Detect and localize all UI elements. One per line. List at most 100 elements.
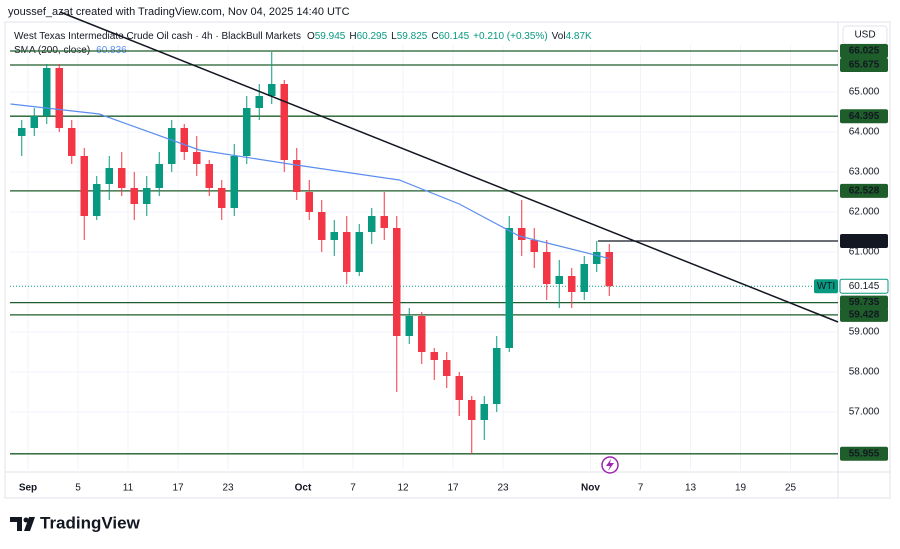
volume-label: Vol [552,31,566,42]
level-label: 61.275 [849,236,880,247]
candle-body [180,128,188,152]
currency[interactable]: USD [854,30,875,41]
candle-body [455,376,463,400]
candle-body [93,184,101,216]
candle-body [568,276,576,292]
brand-logo [10,517,35,531]
candle-body [193,152,201,164]
candle-body [605,252,613,287]
candle-body [368,216,376,232]
y-tick-label: 58.000 [849,367,880,378]
x-tick-label: Sep [19,483,37,494]
field-label: O [307,31,315,42]
candle-body [55,68,63,128]
last-price-name: WTI [817,281,835,292]
level-label-bg [840,109,888,124]
level-label: 66.025 [849,46,880,57]
field-label: L [391,31,397,42]
flash-icon[interactable] [601,456,619,474]
x-tick-label: 5 [75,483,81,494]
candle-body [380,216,388,228]
candle-body [268,84,276,96]
plot [10,45,838,470]
volume-value: 4.87K [566,31,592,42]
candle-body [105,168,113,184]
legend: West Texas Intermediate Crude Oil cash ·… [14,31,592,42]
y-tick-label: 63.000 [849,167,880,178]
y-tick-label: 64.000 [849,127,880,138]
candle-body [18,128,26,136]
candle-body [418,316,426,352]
candle-body [505,228,513,348]
x-tick-label: 13 [685,483,697,494]
y-tick-label: 57.000 [849,407,880,418]
x-tick-label: Nov [581,483,600,494]
brand: TradingView [40,513,141,532]
frame [4,21,891,499]
header: youssef_azat created with TradingView.co… [8,6,350,18]
x-tick-label: 7 [350,483,356,494]
last-price-bg [839,278,889,294]
candle-body [255,96,263,108]
last-price-name-bg [814,279,838,294]
x-tick-label: 17 [447,483,459,494]
x-tick-label: 12 [397,483,409,494]
level-label-bg [840,183,888,198]
candle-body [555,276,563,284]
candle-body [168,128,176,164]
candle-body [355,232,363,272]
x-tick-label: 17 [172,483,184,494]
level-label-bg [840,44,888,58]
level-label: 65.675 [849,60,880,71]
field-value: 60.295 [357,31,388,42]
candle-body [43,68,51,116]
field-value: 59.945 [315,31,346,42]
candle-body [493,348,501,404]
level-label-bg [840,58,888,72]
candle-body [405,316,413,336]
candle-body [480,404,488,420]
x-tick-label: 25 [785,483,797,494]
level-label: 59.735 [849,297,880,308]
candle-body [118,168,126,188]
candle-body [68,128,76,156]
candle-body [318,212,326,240]
y-tick-label: 62.000 [849,207,880,218]
y-tick-label: 65.000 [849,87,880,98]
candle-body [130,188,138,204]
last-price-label: 60.145 [849,281,880,292]
level-label: 62.528 [849,186,880,197]
y-tick-label: 59.000 [849,327,880,338]
x-tick-label: 23 [497,483,509,494]
x-tick-label: 11 [123,483,134,494]
sma-value: 60.836 [96,45,127,56]
candle-body [543,252,551,284]
change: +0.210 (+0.35%) [473,31,548,42]
level-label: 59.428 [849,310,880,321]
level-label: 55.955 [849,448,880,459]
x-tick-label: Oct [295,483,312,494]
x-tick-label: 23 [222,483,234,494]
candle-body [80,156,88,216]
candle-body [155,164,163,188]
level-label-bg [840,234,888,248]
x-tick-label: 19 [735,483,747,494]
candle-body [443,360,451,376]
field-value: 59.825 [397,31,428,42]
candle-body [393,228,401,336]
level-label-bg [840,446,888,461]
candle-body [280,84,288,160]
candle-body [530,240,538,252]
level-label-bg [840,307,888,322]
field-label: C [431,31,438,42]
symbol: West Texas Intermediate Crude Oil cash ·… [14,31,301,42]
candle-body [230,156,238,208]
field-label: H [349,31,356,42]
level-label-bg [840,295,888,310]
y-tick-label: 61.000 [849,247,880,258]
candle-body [205,164,213,188]
candle-body [218,188,226,208]
level-label: 64.395 [849,111,880,122]
candle-body [468,400,476,420]
